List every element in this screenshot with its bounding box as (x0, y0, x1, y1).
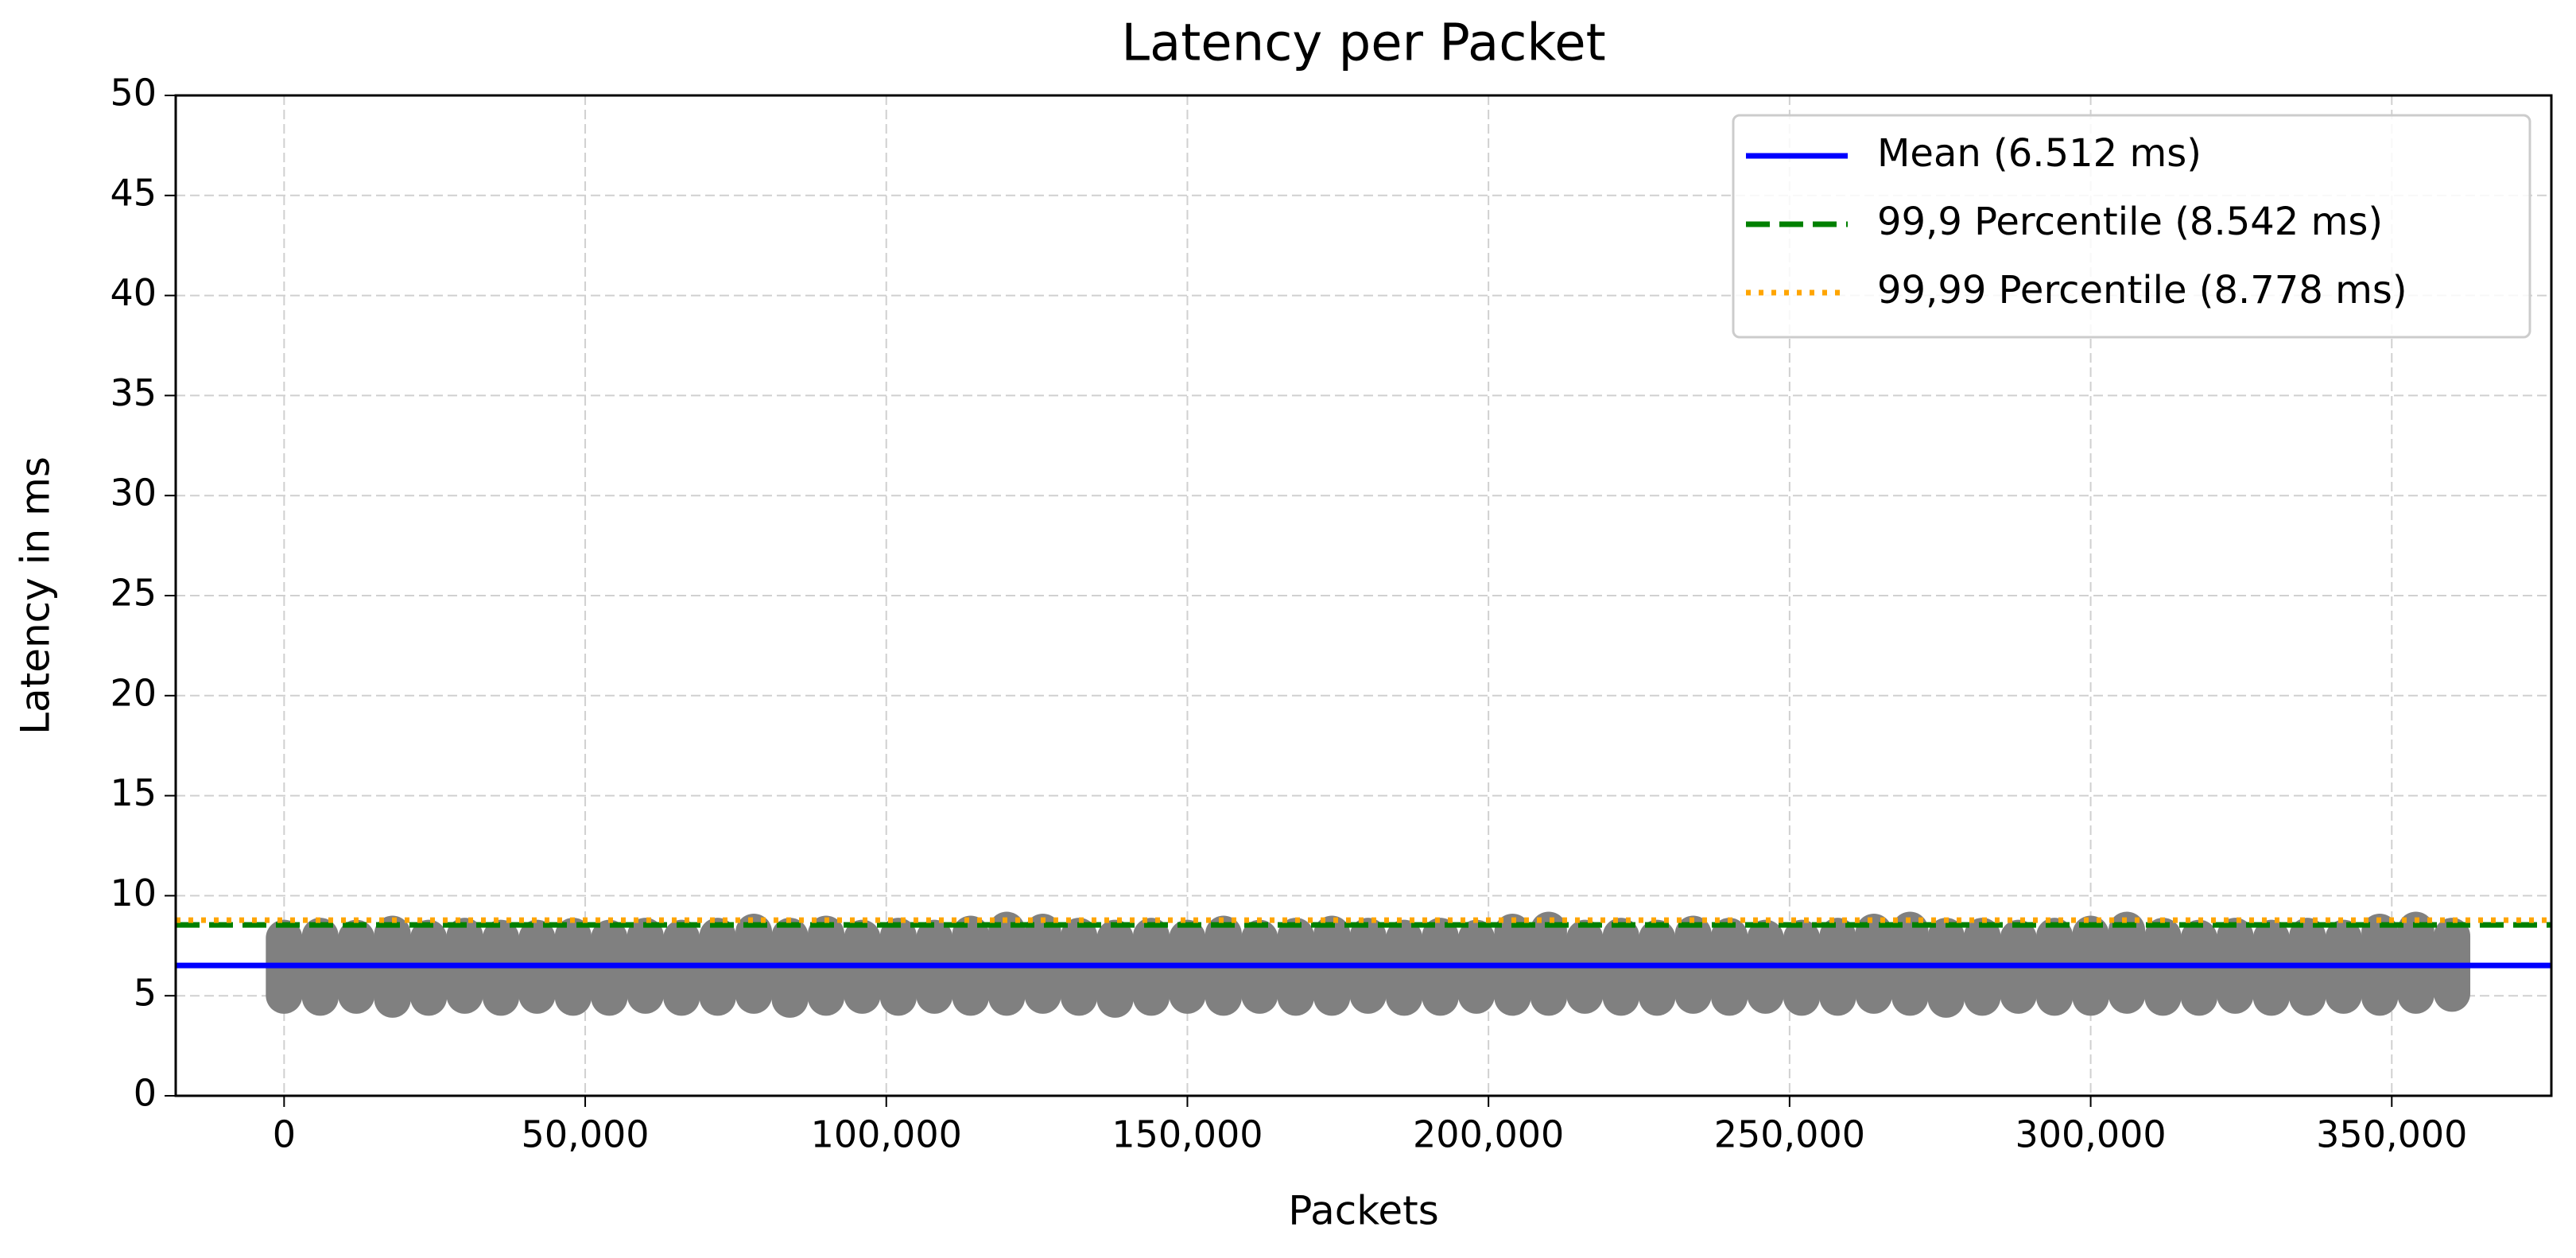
chart-title: Latency per Packet (1121, 14, 1605, 73)
y-tick-label: 5 (134, 972, 157, 1015)
y-tick-label: 35 (110, 371, 157, 414)
y-tick-label: 45 (110, 171, 157, 214)
y-tick-label: 10 (110, 872, 157, 914)
x-tick-label: 150,000 (1111, 1113, 1263, 1156)
x-tick-label: 300,000 (2015, 1113, 2166, 1156)
x-tick-label: 350,000 (2316, 1113, 2467, 1156)
y-tick-label: 0 (134, 1072, 157, 1115)
x-tick-label: 200,000 (1413, 1113, 1564, 1156)
plot-area (176, 911, 2551, 1018)
axes-frame (174, 94, 2553, 1097)
y-tick-label: 20 (110, 671, 157, 714)
legend-label: Mean (6.512 ms) (1877, 131, 2202, 176)
y-tick-label: 40 (110, 271, 157, 314)
x-tick-label: 100,000 (811, 1113, 962, 1156)
x-tick-label: 250,000 (1714, 1113, 1865, 1156)
legend-label: 99,9 Percentile (8.542 ms) (1877, 200, 2383, 244)
x-tick-label: 0 (273, 1113, 296, 1156)
legend-label: 99,99 Percentile (8.778 ms) (1877, 268, 2407, 313)
x-tick-label: 50,000 (522, 1113, 650, 1156)
y-tick-label: 30 (110, 472, 157, 514)
y-tick-label: 50 (110, 72, 157, 115)
x-axis-label: Packets (1288, 1188, 1439, 1234)
legend-box (1732, 114, 2531, 339)
y-axis-label: Latency in ms (13, 456, 59, 735)
y-tick-label: 15 (110, 771, 157, 814)
y-tick-label: 25 (110, 572, 157, 615)
